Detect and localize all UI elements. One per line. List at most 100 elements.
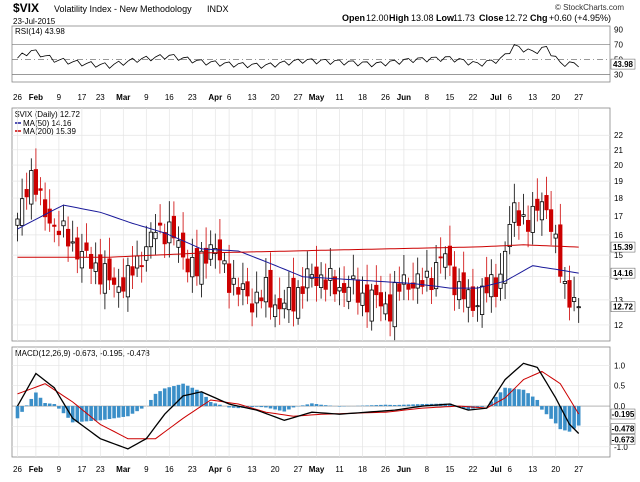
macd-histogram-bar [319,405,323,406]
macd-histogram-bar [149,400,153,406]
price-tick-label: 21 [614,146,623,155]
macd-histogram-bar [494,397,498,406]
macd-histogram-bar [324,405,328,406]
candle-body [513,203,516,223]
candle-body [554,234,557,238]
candle-body [439,257,442,258]
macd-histogram-bar [480,406,484,407]
macd-histogram-bar [283,406,287,411]
macd-x-tick-label: 22 [468,465,477,474]
macd-histogram-bar [365,405,369,406]
macd-x-tick-label: 13 [528,465,537,474]
candle-body [273,305,276,317]
macd-histogram-bar [34,392,38,406]
candle-body [462,273,465,299]
candle-body [333,277,336,294]
candle-body [430,278,433,289]
candle-body [126,266,129,297]
macd-histogram-bar [177,385,181,406]
rsi-x-tick-label: 11 [335,93,344,102]
ohlc-high-value: 13.08 [411,13,434,23]
candle-body [577,307,580,308]
macd-histogram-bar [402,405,406,406]
macd-x-tick-label: 23 [188,465,197,474]
ohlc-open-label: Open [342,13,365,23]
macd-histogram-bar [545,406,549,414]
candle-body [250,304,253,312]
macd-histogram-bar [154,394,158,406]
candle-body [531,206,534,232]
macd-histogram-bar [513,389,517,406]
candle-body [89,254,92,268]
candle-body [467,290,470,308]
rsi-legend: RSI(14) 43.98 [15,27,65,36]
candle-body [306,269,309,288]
candle-body [94,263,97,271]
candle-body [444,254,447,267]
macd-x-tick-label: May [309,465,325,474]
candle-body [490,275,493,297]
candle-body [140,266,143,267]
macd-histogram-bar [370,405,374,406]
rsi-line [18,45,579,69]
candle-body [549,210,552,232]
ohlc-close-value: 12.72 [505,13,528,23]
candle-body [375,285,378,294]
candle-body [76,238,79,259]
candle-body [287,287,290,309]
candle-body [476,306,479,307]
macd-histogram-bar [568,406,572,432]
macd-histogram-bar [48,404,52,407]
macd-histogram-bar [112,406,116,418]
rsi-tick-label: 30 [614,71,623,80]
ma200-last-label: 15.39 [613,243,634,252]
macd-x-tick-label: 20 [551,465,560,474]
ohlc-chg-label: Chg [530,13,548,23]
macd-histogram-bar [393,405,397,406]
candle-body [246,282,249,296]
macd-histogram-bar [531,397,535,407]
candle-body [30,171,33,205]
candle-body [269,270,272,307]
macd-histogram-bar [126,406,130,416]
rsi-x-tick-label: 9 [57,93,62,102]
candle-body [536,199,539,210]
macd-histogram-bar [577,406,581,425]
rsi-x-tick-label: Jul [490,93,502,102]
macd-histogram-bar [57,406,61,409]
candle-body [517,211,520,226]
rsi-x-tick-label: 6 [227,93,232,102]
macd-x-tick-label: 16 [165,465,174,474]
macd-histogram-bar [89,406,93,421]
macd-histogram-bar [499,392,503,406]
macd-tick-label: 0.5 [614,382,626,391]
macd-hist-last-label: -0.478 [612,425,635,434]
rsi-x-tick-label: 26 [13,93,22,102]
candle-body [283,303,286,309]
chart-exchange: INDX [207,4,229,14]
macd-histogram-bar [232,406,236,408]
chart-symbol: $VIX [13,1,39,15]
macd-histogram-bar [53,404,57,406]
macd-histogram-bar [250,406,254,407]
ohlc-close-label: Close [479,13,504,23]
macd-histogram-bar [62,406,66,413]
price-tick-label: 16 [614,231,623,240]
macd-histogram-bar [25,405,29,406]
macd-histogram-bar [549,406,553,419]
candle-body [260,298,263,301]
candle-body [352,276,355,279]
candle-body [204,248,207,263]
macd-histogram-bar [117,406,121,418]
rsi-x-tick-label: 9 [144,93,149,102]
macd-histogram-bar [255,406,259,407]
candle-body [168,222,171,243]
macd-x-tick-label: Jul [490,465,502,474]
rsi-x-tick-label: 20 [271,93,280,102]
rsi-x-tick-label: 26 [381,93,390,102]
macd-x-tick-label: 26 [13,465,22,474]
candle-body [384,304,387,314]
macd-histogram-bar [292,406,296,407]
price-tick-label: 22 [614,131,623,140]
macd-histogram-bar [39,398,43,406]
